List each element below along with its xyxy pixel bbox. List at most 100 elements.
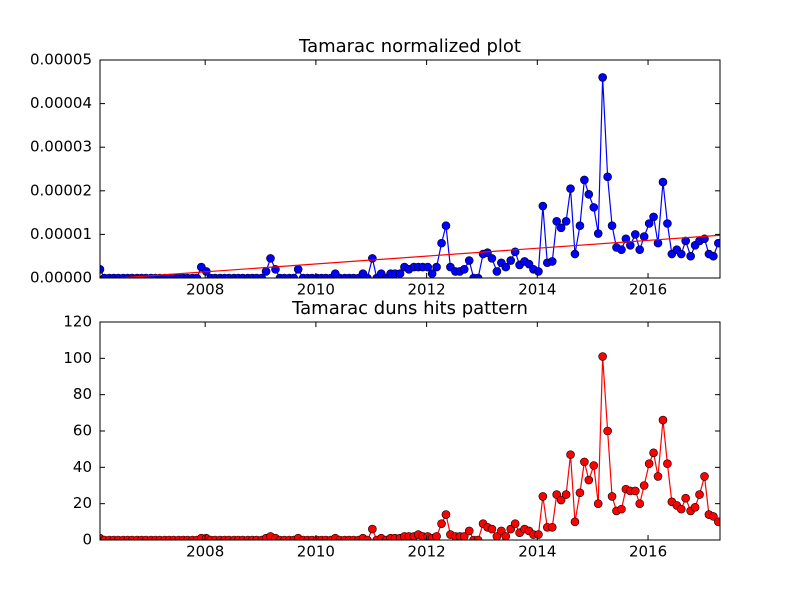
data-point <box>631 486 640 496</box>
data-point <box>603 172 612 182</box>
data-point <box>538 492 548 501</box>
data-point <box>368 254 377 263</box>
data-point <box>575 221 585 230</box>
x-tick-label: 2010 <box>297 281 335 299</box>
data-point <box>607 492 617 501</box>
data-point <box>266 254 275 263</box>
data-point <box>598 352 607 361</box>
data-point <box>441 510 451 519</box>
x-tick-label: 2014 <box>518 543 556 561</box>
data-point <box>617 245 626 254</box>
data-point <box>437 238 446 248</box>
x-tick-label: 2008 <box>186 281 224 299</box>
data-point <box>552 217 561 226</box>
data-point <box>681 236 690 246</box>
data-point <box>658 177 668 187</box>
data-point <box>607 221 617 230</box>
y-tick-label: 0.00003 <box>30 138 92 156</box>
y-tick-label: 40 <box>73 458 92 476</box>
data-point <box>561 490 571 499</box>
data-point <box>676 504 686 514</box>
data-point <box>639 481 649 490</box>
plot-area <box>100 352 720 540</box>
data-point <box>695 490 704 499</box>
y-tick-label: 120 <box>63 313 92 331</box>
data-point <box>441 221 451 230</box>
data-point <box>534 530 543 539</box>
y-tick-label: 100 <box>63 349 92 367</box>
data-point <box>501 262 511 272</box>
data-point <box>437 519 446 528</box>
data-point <box>584 475 594 485</box>
data-point <box>459 264 469 274</box>
data-point <box>534 267 543 276</box>
data-point <box>293 264 303 274</box>
y-tick-label: 0.00005 <box>30 51 92 69</box>
chart-title: Tamarac duns hits pattern <box>291 298 528 319</box>
x-tick-label: 2016 <box>629 543 667 561</box>
data-point <box>538 201 548 211</box>
data-point <box>506 256 516 265</box>
data-point <box>644 459 654 469</box>
data-point <box>681 493 690 503</box>
x-tick-label: 2010 <box>297 543 335 561</box>
y-tick-label: 0.00000 <box>30 269 92 287</box>
x-tick-label: 2016 <box>629 281 667 299</box>
data-point <box>584 189 594 199</box>
trend-line <box>109 234 720 278</box>
data-point <box>626 241 635 250</box>
data-point <box>501 532 511 540</box>
data-point <box>464 526 474 536</box>
y-tick-label: 0 <box>82 531 92 549</box>
data-point <box>598 73 607 82</box>
y-tick-label: 0.00001 <box>30 225 92 243</box>
data-point <box>663 219 672 228</box>
data-point <box>432 532 441 540</box>
data-point <box>556 495 566 505</box>
data-point <box>714 238 720 248</box>
data-point <box>363 273 372 278</box>
data-point <box>589 203 599 212</box>
data-point <box>635 499 645 508</box>
data-point <box>423 262 433 272</box>
data-point <box>487 524 497 534</box>
data-point <box>639 232 649 241</box>
y-tick-label: 0.00002 <box>30 181 92 199</box>
data-point <box>690 502 700 512</box>
data-point <box>566 450 575 459</box>
data-point <box>561 217 571 226</box>
data-point <box>580 175 589 185</box>
data-point <box>649 448 658 458</box>
data-point <box>603 426 612 436</box>
data-point <box>617 504 626 514</box>
x-tick-label: 2012 <box>408 281 446 299</box>
data-point <box>649 212 658 222</box>
data-point <box>473 273 483 278</box>
x-tick-label: 2008 <box>186 543 224 561</box>
data-point <box>483 248 492 258</box>
data-point <box>492 267 502 276</box>
data-point <box>580 457 589 467</box>
data-point <box>368 524 377 534</box>
data-point <box>432 262 441 272</box>
data-point <box>570 517 580 527</box>
data-point <box>714 517 720 527</box>
data-point <box>709 251 718 261</box>
y-tick-label: 60 <box>73 422 92 440</box>
data-point <box>473 535 483 540</box>
data-point <box>575 488 585 498</box>
data-point <box>686 251 695 261</box>
y-tick-label: 0.00004 <box>30 94 92 112</box>
chart-title: Tamarac normalized plot <box>298 36 521 57</box>
axes-frame <box>99 59 721 279</box>
x-tick-label: 2014 <box>518 281 556 299</box>
data-point <box>100 264 105 274</box>
data-point <box>635 245 645 254</box>
data-point <box>566 184 575 193</box>
data-point <box>589 461 599 470</box>
data-point <box>464 256 474 265</box>
y-tick-label: 20 <box>73 494 92 512</box>
data-point <box>363 535 372 540</box>
